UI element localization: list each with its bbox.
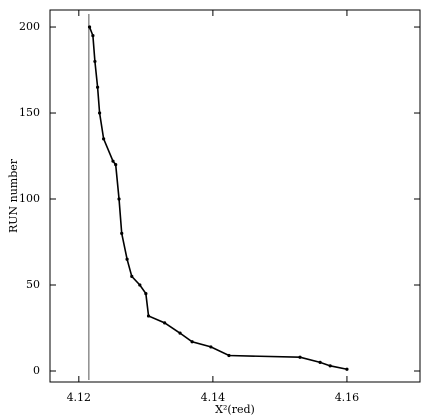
data-point <box>114 163 118 167</box>
y-tick-label: 200 <box>19 20 40 33</box>
y-tick-label: 50 <box>26 278 40 291</box>
data-point <box>209 345 213 349</box>
data-point <box>178 331 182 335</box>
data-point <box>120 231 124 236</box>
x-tick-label: 4.16 <box>335 391 360 404</box>
data-point <box>163 321 167 325</box>
data-point <box>318 360 322 364</box>
data-point <box>98 111 102 115</box>
x-axis-label: X²(red) <box>215 403 255 416</box>
data-point <box>345 367 349 371</box>
data-point <box>227 353 231 358</box>
data-point <box>144 292 148 296</box>
x-tick-label: 4.14 <box>201 391 226 404</box>
data-point <box>93 59 97 64</box>
data-point <box>146 314 151 318</box>
data-point <box>91 34 95 38</box>
data-point <box>298 355 302 359</box>
data-point <box>130 274 134 279</box>
data-point <box>117 197 121 201</box>
data-point <box>190 340 194 344</box>
data-point <box>138 283 142 287</box>
data-point <box>87 25 92 29</box>
plot-frame <box>49 9 421 383</box>
data-point <box>328 364 332 368</box>
y-tick-label: 100 <box>19 192 40 205</box>
y-tick-label: 150 <box>19 106 40 119</box>
data-point <box>95 85 100 89</box>
y-axis-label: RUN number <box>7 158 20 233</box>
data-point <box>125 257 129 261</box>
y-tick-label: 0 <box>33 364 40 377</box>
data-line <box>88 26 348 371</box>
data-point <box>111 159 115 163</box>
x-tick-label: 4.12 <box>67 391 92 404</box>
data-point <box>102 137 106 141</box>
